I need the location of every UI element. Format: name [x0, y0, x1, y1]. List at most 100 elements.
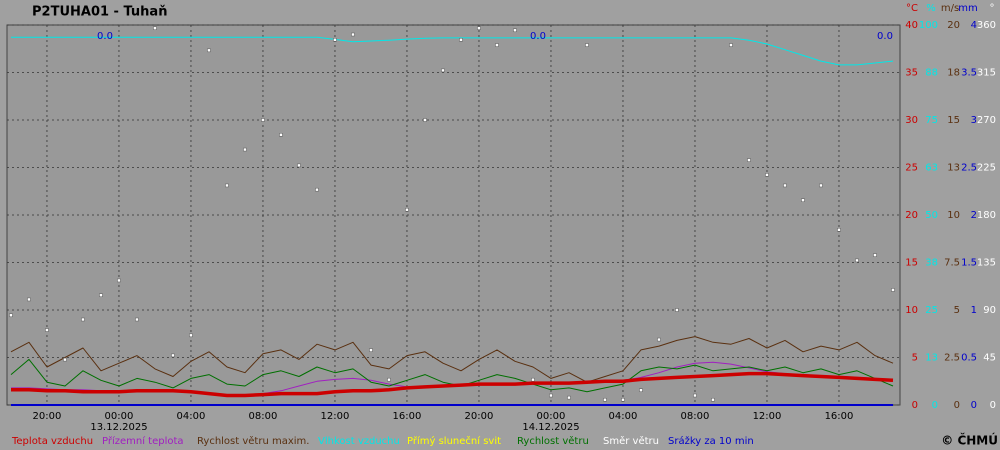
- y-tick-label: 20: [947, 20, 960, 31]
- legend-entry: Přízemní teplota: [102, 435, 184, 447]
- wind-direction-dot: [747, 158, 751, 162]
- y-tick-label: 25: [925, 305, 938, 316]
- wind-direction-dot: [117, 278, 121, 283]
- legend-entry: Teplota vzduchu: [11, 436, 93, 447]
- wind-direction-dot: [135, 317, 139, 322]
- x-tick-label: 16:00: [393, 411, 422, 422]
- y-tick-label: 135: [977, 258, 996, 269]
- series-line: [11, 371, 894, 398]
- wind-direction-dot: [243, 147, 247, 152]
- wind-direction-dot: [549, 393, 553, 398]
- wind-direction-dot: [297, 163, 301, 168]
- wind-direction-dot: [63, 357, 67, 362]
- series-line: [11, 36, 894, 66]
- wind-direction-dot: [351, 32, 355, 37]
- axis-unit: mm: [958, 3, 977, 14]
- x-tick-label: 00:00: [105, 411, 134, 422]
- axis-unit: °C: [906, 3, 918, 14]
- y-tick-label: 10: [905, 305, 918, 316]
- y-tick-label: 1: [971, 305, 977, 316]
- wind-direction-dot: [441, 68, 445, 73]
- y-tick-label: 0: [971, 400, 977, 411]
- axis-unit: °: [990, 3, 995, 14]
- y-tick-label: 40: [905, 20, 918, 31]
- x-tick-label: 16:00: [825, 411, 854, 422]
- y-tick-label: 35: [905, 68, 918, 79]
- wind-direction-dot: [333, 38, 337, 42]
- wind-direction-dot: [225, 183, 229, 188]
- chart-title: P2TUHA01 - Tuhaň: [32, 5, 167, 20]
- y-tick-label: 15: [905, 258, 918, 269]
- wind-direction-dot: [801, 198, 805, 202]
- axis-unit: m/s: [941, 3, 959, 14]
- wind-direction-dot: [621, 397, 625, 402]
- wind-direction-dot: [477, 26, 481, 30]
- y-tick-label: 270: [977, 115, 996, 126]
- y-tick-label: 25: [905, 163, 918, 174]
- legend-entry: Přímý sluneční svit: [407, 435, 501, 447]
- x-tick-label: 12:00: [321, 411, 350, 422]
- y-tick-label: 63: [925, 163, 938, 174]
- y-tick-label: 88: [925, 68, 938, 79]
- wind-direction-dot: [315, 187, 319, 192]
- wind-direction-dot: [189, 333, 193, 338]
- wind-direction-dot: [657, 337, 661, 342]
- x-tick-label: 04:00: [177, 411, 206, 422]
- y-tick-label: 2.5: [944, 353, 960, 364]
- wind-direction-dot: [639, 388, 643, 392]
- wind-direction-dot: [99, 293, 103, 297]
- y-tick-label: 5: [912, 353, 918, 364]
- wind-direction-dot: [729, 43, 733, 47]
- copyright: © ČHMÚ: [941, 433, 998, 448]
- wind-direction-dot: [45, 328, 49, 332]
- y-tick-label: 2: [971, 210, 977, 221]
- legend-entry: Vlhkost vzduchu: [318, 436, 400, 447]
- y-tick-label: 3.5: [961, 68, 977, 79]
- y-tick-label: 18: [947, 68, 960, 79]
- wind-direction-dot: [279, 133, 283, 137]
- y-tick-label: 30: [905, 115, 918, 126]
- legend-entry: Rychlost větru maxim.: [197, 435, 309, 447]
- x-tick-label: 20:00: [33, 411, 62, 422]
- y-tick-label: 3: [971, 115, 977, 126]
- y-tick-label: 7.5: [944, 258, 960, 269]
- y-tick-label: 38: [925, 258, 938, 269]
- y-tick-label: 20: [905, 210, 918, 221]
- y-tick-label: 360: [977, 20, 996, 31]
- wind-direction-dot: [585, 43, 589, 47]
- y-tick-label: 315: [977, 68, 996, 79]
- wind-direction-dot: [9, 313, 13, 318]
- wind-direction-dot: [675, 308, 679, 312]
- y-tick-label: 2.5: [961, 163, 977, 174]
- y-tick-label: 15: [947, 115, 960, 126]
- wind-direction-dot: [495, 43, 499, 47]
- y-tick-label: 0: [912, 400, 918, 411]
- y-tick-label: 225: [977, 163, 996, 174]
- wind-direction-dot: [369, 348, 373, 352]
- y-tick-label: 5: [954, 305, 960, 316]
- legend-entry: Směr větru: [603, 435, 659, 447]
- wind-direction-dot: [711, 397, 715, 402]
- date-label: 14.12.2025: [522, 422, 579, 433]
- x-tick-label: 08:00: [681, 411, 710, 422]
- y-tick-label: 100: [919, 20, 938, 31]
- y-tick-label: 0: [932, 400, 938, 411]
- wind-direction-dot: [81, 317, 85, 322]
- wind-direction-dot: [423, 118, 427, 122]
- wind-direction-dot: [603, 397, 607, 402]
- wind-direction-dot: [873, 253, 877, 257]
- wind-direction-dot: [819, 183, 823, 188]
- wind-direction-dot: [171, 353, 175, 358]
- date-label: 13.12.2025: [90, 422, 147, 433]
- y-tick-label: 90: [983, 305, 996, 316]
- wind-direction-dot: [567, 395, 571, 400]
- x-tick-label: 20:00: [465, 411, 494, 422]
- y-tick-label: 13: [925, 353, 938, 364]
- precip-sum: 0.0: [530, 31, 546, 42]
- y-tick-label: 0.5: [961, 353, 977, 364]
- x-tick-label: 08:00: [249, 411, 278, 422]
- wind-direction-dot: [261, 118, 265, 122]
- y-tick-label: 45: [983, 353, 996, 364]
- wind-direction-dot: [855, 258, 859, 263]
- y-tick-label: 13: [947, 163, 960, 174]
